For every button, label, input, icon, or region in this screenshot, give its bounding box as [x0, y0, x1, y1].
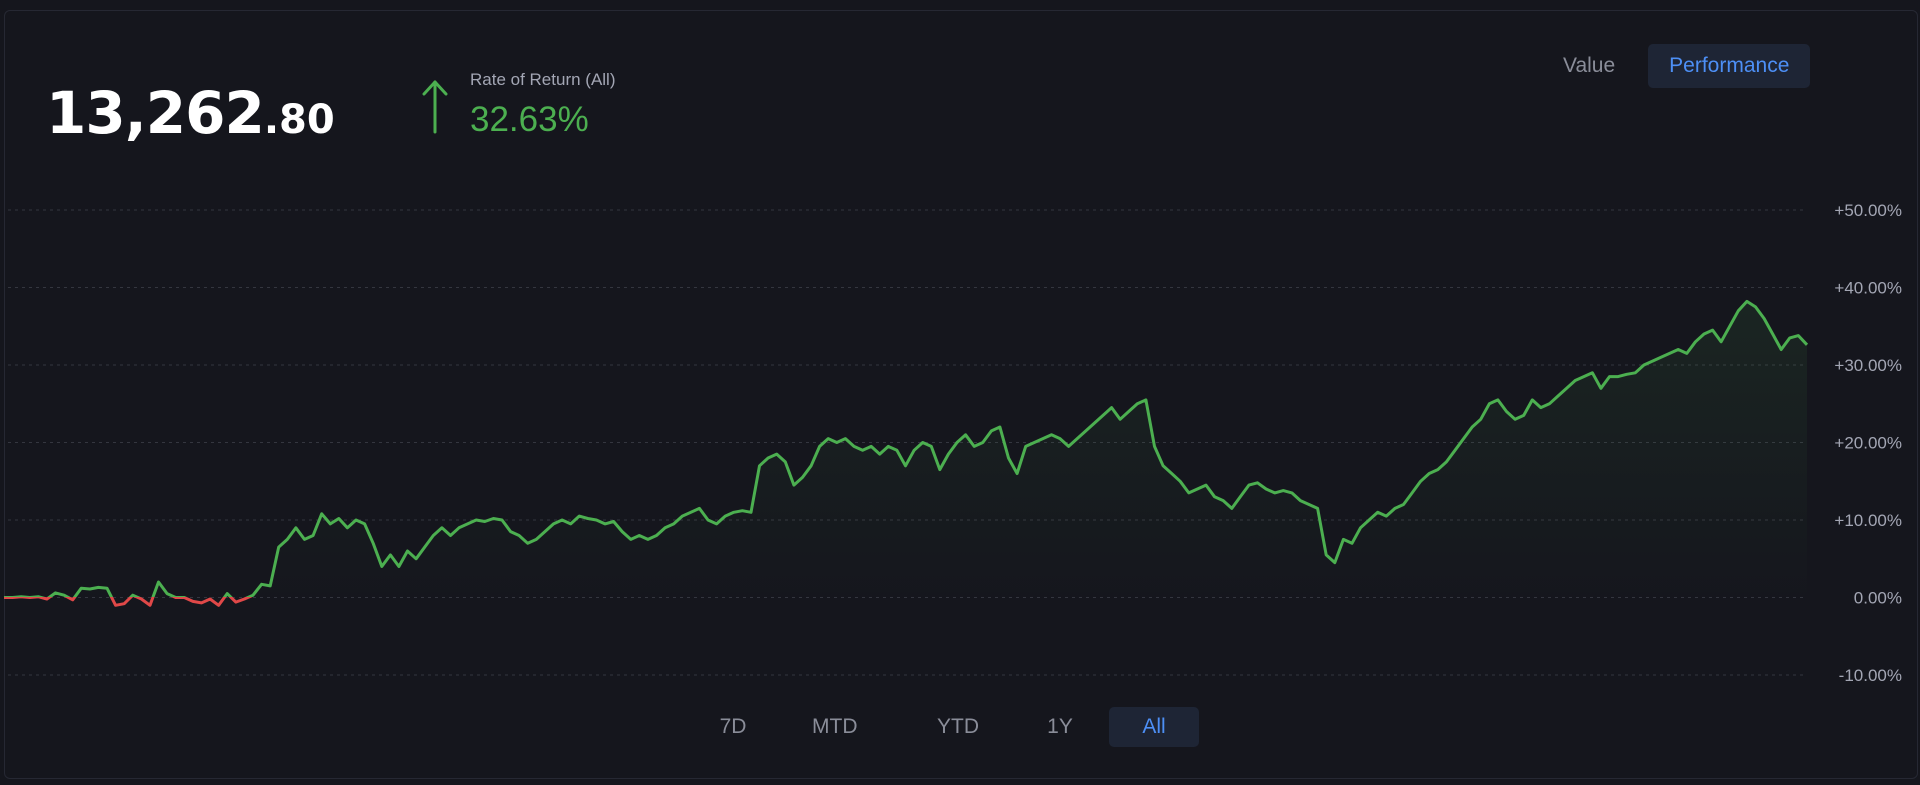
y-tick-label: +20.00% — [1834, 434, 1902, 453]
y-tick-label: +50.00% — [1834, 201, 1902, 220]
rate-of-return-label: Rate of Return (All) — [470, 70, 616, 89]
y-tick-label: +10.00% — [1834, 511, 1902, 530]
performance-area-fill — [4, 301, 1807, 606]
performance-line-positive — [4, 299, 1809, 597]
arrow-up-icon — [422, 80, 448, 134]
range-tab-1y[interactable]: 1Y — [1047, 715, 1073, 738]
range-tab-7d[interactable]: 7D — [719, 715, 747, 738]
view-toggle: Value Performance — [1542, 44, 1811, 88]
balance-decimal: .80 — [263, 97, 335, 143]
balance-integer: 13,262 — [46, 79, 265, 147]
rate-of-return-value: 32.63% — [470, 100, 589, 139]
range-tab-ytd[interactable]: YTD — [937, 715, 979, 738]
balance-value: 13,262.80 — [46, 84, 335, 142]
performance-view-button[interactable]: Performance — [1648, 44, 1811, 88]
range-tab-mtd[interactable]: MTD — [812, 715, 858, 738]
y-tick-label: -10.00% — [1839, 666, 1902, 685]
time-range-tabs: 7D MTD YTD 1Y All — [690, 707, 1199, 747]
y-tick-label: +40.00% — [1834, 279, 1902, 298]
value-view-button[interactable]: Value — [1563, 54, 1616, 77]
y-tick-label: +30.00% — [1834, 356, 1902, 375]
y-tick-label: 0.00% — [1854, 589, 1902, 608]
range-tab-all[interactable]: All — [1109, 707, 1199, 747]
